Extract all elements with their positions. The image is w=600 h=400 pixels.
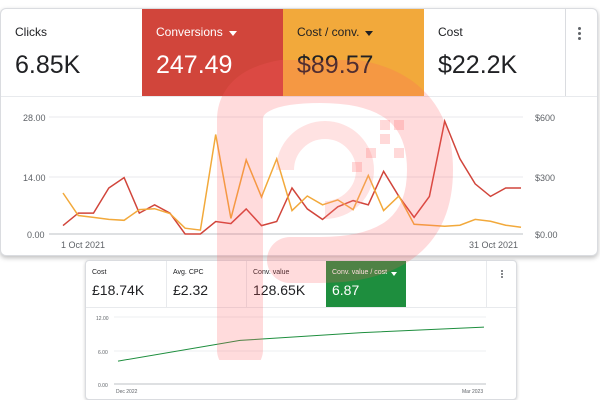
x-tick-label: 1 Oct 2021 [61,240,105,250]
divider [86,307,516,308]
divider [486,261,487,307]
cost-value: $22.2K [438,51,518,79]
y-right-tick: $0.00 [535,230,558,240]
conv-value-per-cost-series-line [117,326,485,362]
conversions-series-line [62,118,521,235]
more-options-icon[interactable] [578,27,582,42]
x-tick-label: Mar 2023 [462,389,483,395]
x-tick-label: Dec 2022 [116,389,138,395]
conv-value-label: Conv. value [253,269,290,276]
dropdown-caret-icon[interactable] [391,271,398,276]
cost-per-conv-tile[interactable]: Cost / conv. $89.57 [283,9,424,96]
dropdown-caret-icon[interactable] [228,30,237,36]
cost-tile[interactable]: Cost $22.2K [424,9,565,96]
cost-tile[interactable]: Cost £18.74K [86,261,166,307]
conversions-tile[interactable]: Conversions 247.49 [142,9,283,96]
cost-per-conv-label: Cost / conv. [297,25,360,39]
clicks-label: Clicks [15,25,47,39]
cost-per-conv-series-line [62,134,522,231]
divider [565,9,566,96]
performance-chart: 28.00 14.00 0.00 $600 $300 $0.00 1 Oct 2… [23,113,558,250]
cost-per-conv-value: $89.57 [297,51,374,79]
clicks-value: 6.85K [15,51,81,79]
cost-label: Cost [92,269,107,276]
performance-card: Clicks 6.85K Conversions 247.49 Cost / c… [0,8,598,256]
avg-cpc-value: £2.32 [173,282,209,298]
conv-value-chart: 12.00 6.00 0.00 Dec 2022 Mar 2023 [96,316,486,395]
avg-cpc-label: Avg. CPC [173,269,204,276]
y-left-tick: 28.00 [23,113,46,123]
cost-label: Cost [438,25,463,39]
conv-value-per-cost-tile[interactable]: Conv. value / cost 6.87 [326,261,406,307]
avg-cpc-tile[interactable]: Avg. CPC £2.32 [166,261,246,307]
y-left-tick: 0.00 [27,230,45,240]
more-options-icon[interactable] [501,270,505,280]
y-right-tick: $600 [535,113,555,123]
x-tick-label: 31 Oct 2021 [469,240,518,250]
conversions-label: Conversions [156,25,223,39]
conversions-value: 247.49 [156,51,233,79]
y-tick: 0.00 [98,383,108,389]
dropdown-caret-icon[interactable] [365,30,374,36]
conv-value-tile[interactable]: Conv. value 128.65K [246,261,326,307]
conv-value-value: 128.65K [253,282,306,298]
conv-value-per-cost-value: 6.87 [332,282,360,298]
conv-value-per-cost-label: Conv. value / cost [332,269,388,276]
divider [1,96,597,97]
y-left-tick: 14.00 [23,173,46,183]
y-tick: 6.00 [98,350,108,356]
y-tick: 12.00 [96,316,109,322]
y-right-tick: $300 [535,173,555,183]
conv-value-card: Cost £18.74K Avg. CPC £2.32 Conv. value … [85,260,517,400]
cost-value: £18.74K [92,282,145,298]
clicks-tile[interactable]: Clicks 6.85K [1,9,142,96]
